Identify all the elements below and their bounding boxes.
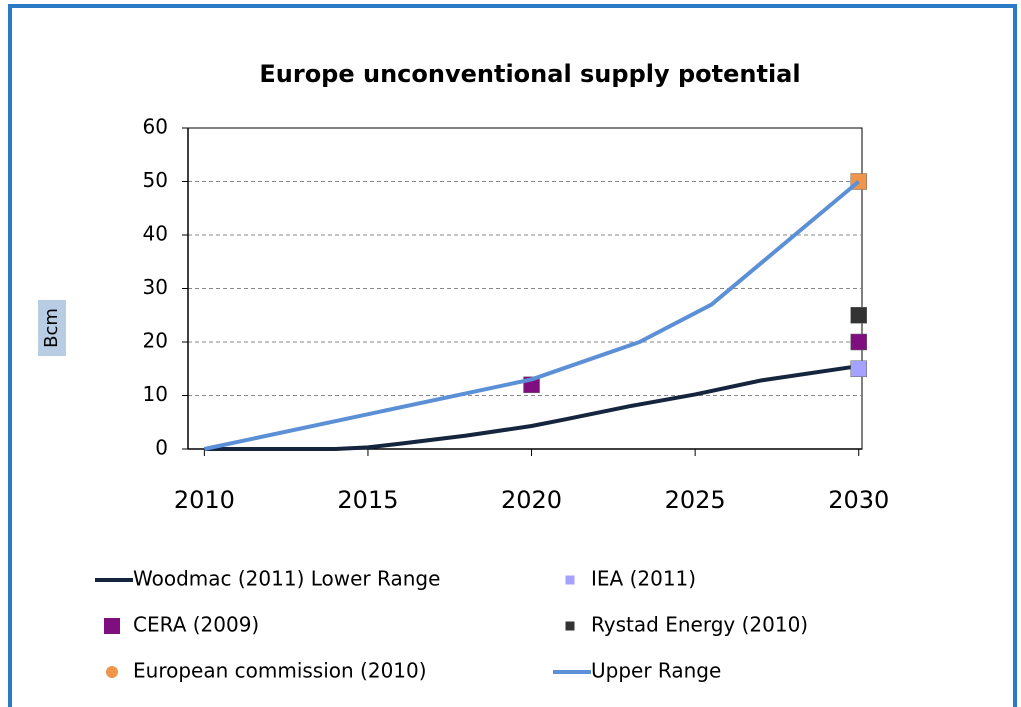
scatter-point bbox=[850, 360, 867, 377]
chart-title: Europe unconventional supply potential bbox=[259, 60, 800, 88]
frame bbox=[8, 4, 1017, 707]
legend-marker bbox=[565, 621, 575, 631]
x-tick-label: 2015 bbox=[337, 486, 398, 514]
line-series bbox=[204, 364, 860, 451]
y-axis-label: Bcm bbox=[41, 308, 62, 348]
x-tick-label: 2025 bbox=[665, 486, 726, 514]
y-tick-label: 20 bbox=[143, 329, 168, 353]
legend-label: Rystad Energy (2010) bbox=[591, 613, 808, 637]
y-tick-label: 30 bbox=[143, 275, 168, 299]
legend-label: Woodmac (2011) Lower Range bbox=[133, 567, 440, 591]
y-label-box bbox=[38, 300, 66, 356]
x-tick-label: 2030 bbox=[828, 486, 889, 514]
scatter-point bbox=[850, 307, 867, 324]
x-tick-label: 2020 bbox=[501, 486, 562, 514]
y-tick-label: 0 bbox=[155, 436, 168, 460]
y-tick-label: 10 bbox=[143, 382, 168, 406]
legend-label: Upper Range bbox=[591, 659, 721, 683]
y-tick-label: 50 bbox=[143, 168, 168, 192]
legend-marker bbox=[565, 575, 575, 585]
line-series bbox=[203, 179, 861, 451]
x-tick-label: 2010 bbox=[174, 486, 235, 514]
y-tick-label: 40 bbox=[143, 222, 168, 246]
legend-marker bbox=[104, 618, 120, 634]
y-tick-label: 60 bbox=[143, 115, 168, 139]
legend-label: European commission (2010) bbox=[133, 659, 427, 683]
scatter-point bbox=[850, 333, 867, 351]
legend-label: IEA (2011) bbox=[591, 567, 696, 591]
legend-marker bbox=[106, 666, 118, 678]
legend-label: CERA (2009) bbox=[133, 613, 259, 637]
